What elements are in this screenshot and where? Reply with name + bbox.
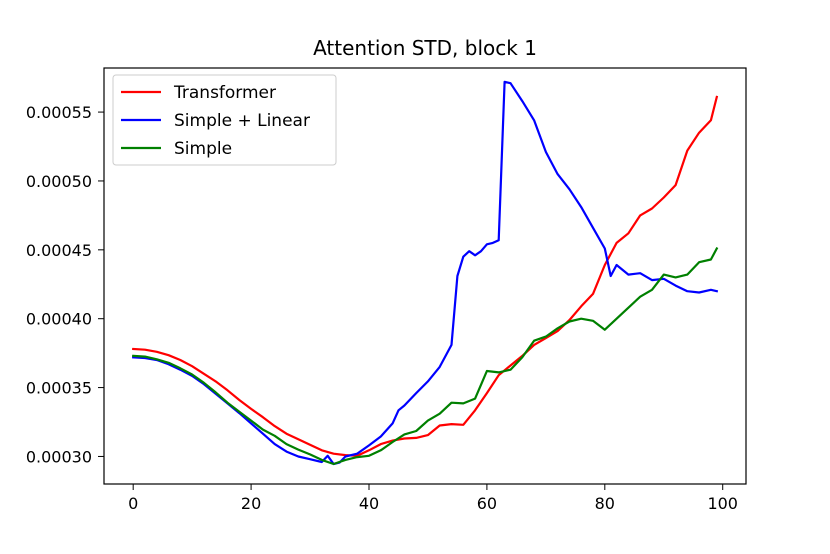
series-line-simple [132,247,719,466]
y-tick-label: 0.00030 [26,447,92,466]
x-tick-label: 0 [128,494,138,513]
y-tick-label: 0.00045 [26,241,92,260]
plot-frame [103,67,747,485]
legend-label-simple-linear: Simple + Linear [174,111,310,131]
y-tick-label: 0.00050 [26,172,92,191]
y-tick-label: 0.00040 [26,310,92,329]
x-axis: 0 20 40 60 80 100 [128,484,738,513]
chart-title: Attention STD, block 1 [313,36,537,60]
x-tick-label: 80 [595,494,615,513]
y-axis: 0.00030 0.00035 0.00040 0.00045 0.00050 0.000… [26,103,104,466]
legend-label-transformer: Transformer [173,83,276,103]
series-line-simple-linear [132,80,719,466]
y-tick-label: 0.00055 [26,103,92,122]
series-line-transformer [132,95,719,457]
x-tick-label: 60 [477,494,497,513]
x-tick-label: 20 [241,494,261,513]
legend-label-simple: Simple [174,139,232,159]
legend-box [112,74,337,166]
series-layer [132,80,719,466]
legend: Transformer Simple + Linear Simple [112,74,337,166]
x-tick-label: 100 [707,494,738,513]
y-tick-label: 0.00035 [26,379,92,398]
x-tick-label: 40 [359,494,379,513]
